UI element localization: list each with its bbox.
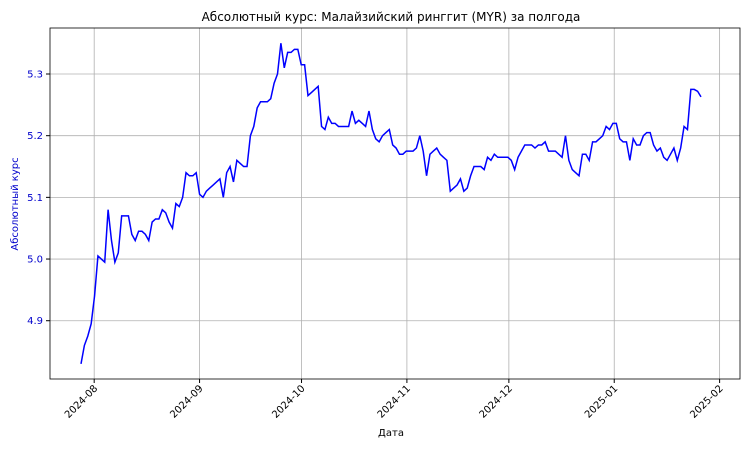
y-tick-label: 5.0 <box>27 255 43 266</box>
x-axis-label: Дата <box>378 428 404 439</box>
chart-title: Абсолютный курс: Малайзийский ринггит (M… <box>202 10 581 24</box>
y-tick-label: 5.2 <box>27 131 43 142</box>
y-tick-label: 5.3 <box>27 70 43 81</box>
y-tick-label: 4.9 <box>27 316 43 327</box>
y-tick-label: 5.1 <box>27 193 43 204</box>
plot-frame <box>49 27 741 380</box>
data-line <box>80 43 702 365</box>
y-axis-label: Абсолютный курс <box>10 157 21 250</box>
